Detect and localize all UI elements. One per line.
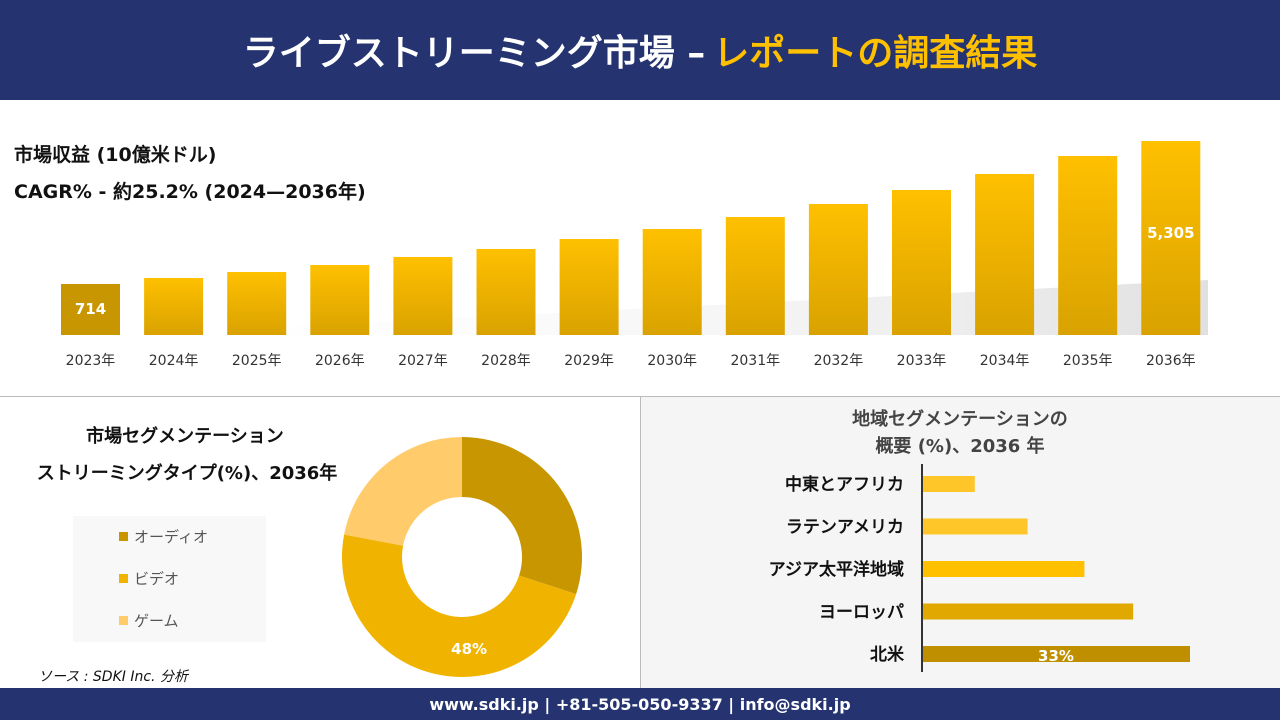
bar-2034年 [975, 173, 1035, 335]
region-bar [922, 603, 1134, 620]
region-bar [922, 476, 975, 492]
x-tick-label: 2029年 [564, 353, 614, 369]
region-label: 北米 [870, 644, 905, 665]
source-note: ソース : SDKI Inc. 分析 [38, 669, 188, 685]
data-label: 714 [75, 300, 106, 318]
bar-2036年 [1141, 141, 1201, 335]
region-panel [640, 397, 1280, 688]
streaming-type-donut: 48% [341, 437, 582, 678]
x-tick-label: 2023年 [66, 353, 116, 369]
donut-slice-0 [462, 437, 582, 595]
bar-2028年 [476, 248, 536, 335]
region-label: アジア太平洋地域 [769, 559, 904, 580]
x-tick-label: 2028年 [481, 353, 531, 369]
region-bar [922, 561, 1085, 577]
bar-2027年 [393, 256, 453, 335]
header: ライブストリーミング市場 – レポートの調査結果 [0, 0, 1280, 100]
bar-2032年 [808, 204, 868, 335]
region-bar [922, 518, 1028, 535]
region-label: ヨーロッパ [819, 603, 904, 623]
x-tick-label: 2036年 [1146, 353, 1196, 369]
bar-2029年 [559, 238, 619, 335]
x-tick-label: 2025年 [232, 353, 282, 369]
title-accent: レポートの調査結果 [713, 33, 1038, 74]
bar-2026年 [310, 264, 370, 335]
bar-2024年 [144, 277, 204, 335]
bar-2033年 [892, 189, 951, 335]
x-tick-label: 2027年 [398, 353, 448, 369]
donut-slice-2 [344, 437, 462, 546]
x-tick-label: 2032年 [814, 353, 864, 369]
legend-item-game: ゲーム [119, 610, 179, 631]
x-tick-label: 2034年 [980, 353, 1030, 369]
cagr-text: CAGR% - 約25.2% (2024—2036年) [14, 181, 366, 203]
region-title-1: 地域セグメンテーションの [852, 409, 1068, 430]
x-tick-label: 2030年 [647, 353, 697, 369]
x-tick-label: 2035年 [1063, 353, 1113, 369]
legend-label: オーディオ [134, 528, 208, 546]
region-label: ラテンアメリカ [786, 518, 904, 538]
donut-legend: オーディオ ビデオ ゲーム [73, 516, 266, 642]
legend-swatch [119, 532, 128, 541]
bar-2031年 [725, 217, 785, 335]
region-label: 中東とアフリカ [785, 474, 904, 495]
legend-swatch [119, 616, 128, 625]
title-main: ライブストリーミング市場 – [242, 33, 706, 74]
legend-item-audio: オーディオ [119, 526, 208, 547]
data-label: 5,305 [1147, 224, 1194, 242]
region-bar [922, 646, 1190, 662]
segment-title-2: ストリーミングタイプ(%)、2036年 [36, 463, 338, 484]
x-tick-label: 2033年 [897, 353, 947, 369]
legend-swatch [119, 574, 128, 583]
data-label: 48% [451, 640, 487, 658]
donut-slice-1 [341, 534, 577, 678]
legend-label: ゲーム [134, 612, 179, 630]
footer-contact: www.sdki.jp | +81-505-050-9337 | info@sd… [0, 688, 1280, 720]
region-title-2: 概要 (%)、2036 年 [875, 436, 1045, 457]
divider [0, 396, 1280, 397]
legend-item-video: ビデオ [119, 568, 179, 589]
bar-2025年 [227, 272, 287, 335]
x-tick-label: 2026年 [315, 353, 365, 369]
bar-2035年 [1058, 155, 1118, 335]
segment-title-1: 市場セグメンテーション [86, 426, 284, 447]
x-tick-label: 2024年 [149, 353, 199, 369]
x-tick-label: 2031年 [730, 353, 780, 369]
revenue-bar-chart: 2023年 714 2024年 2025年 2026年 2027年 2028年 2029年 20… [61, 141, 1208, 369]
bar-2030年 [642, 228, 702, 335]
data-label: 33% [1038, 647, 1074, 665]
revenue-title: 市場収益 (10億米ドル) [14, 144, 217, 166]
bar-2023年 [61, 284, 120, 335]
legend-label: ビデオ [134, 570, 180, 588]
